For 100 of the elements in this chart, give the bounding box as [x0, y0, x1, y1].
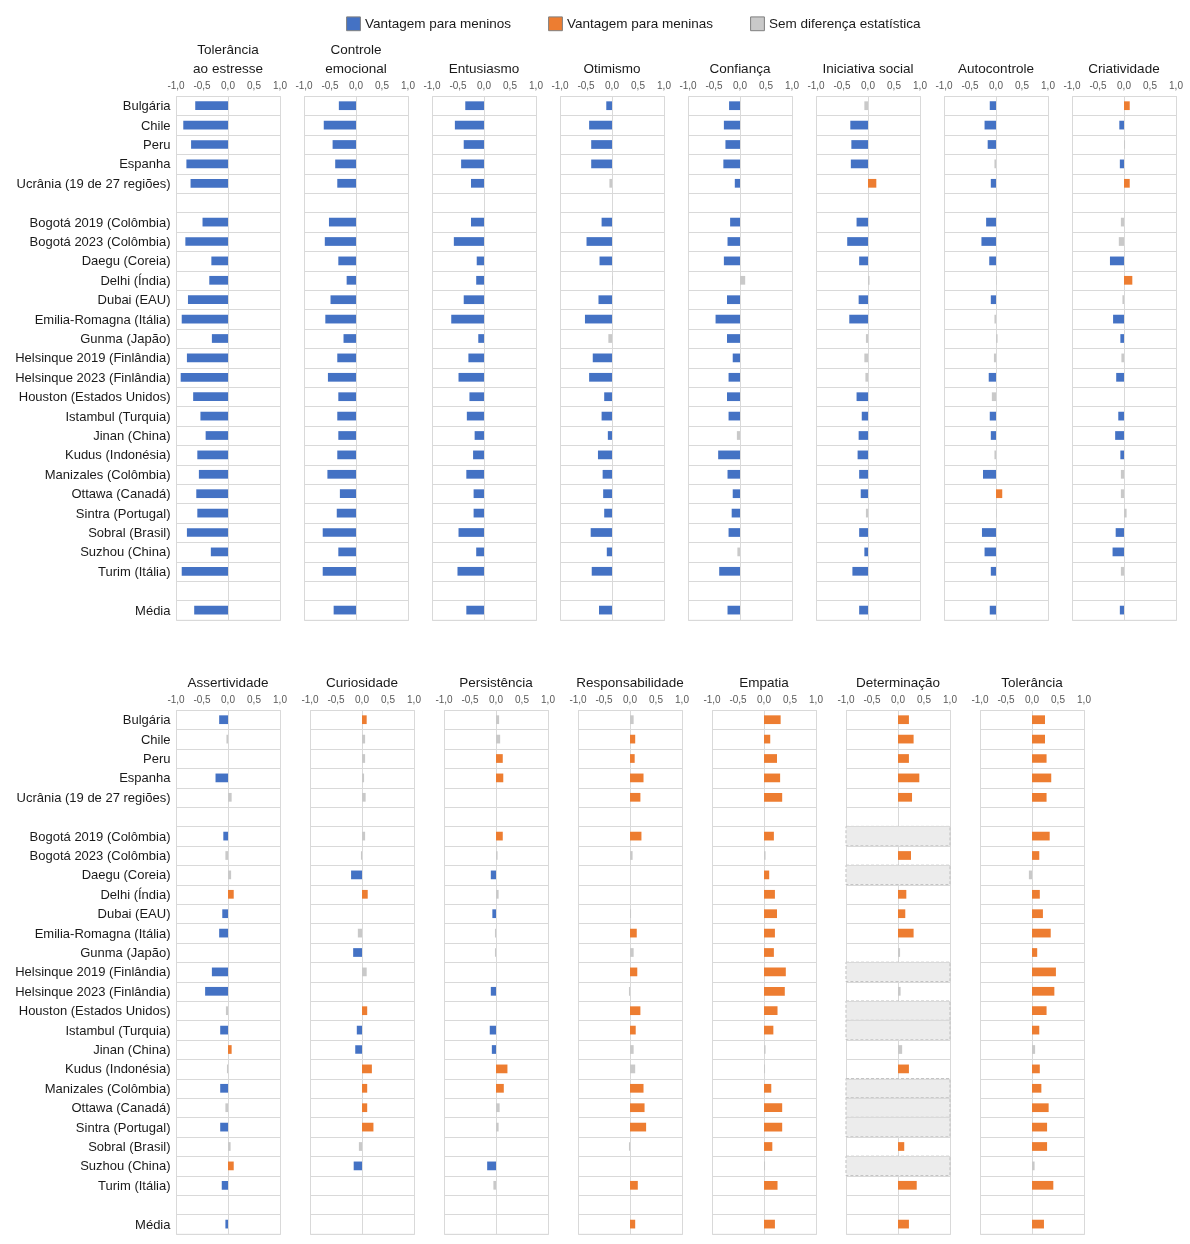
- bar: [630, 928, 637, 938]
- bar: [990, 178, 996, 188]
- bar: [983, 469, 996, 479]
- x-tick-label: 0,5: [247, 694, 262, 705]
- y-tick-label: Daegu (Coreia): [81, 867, 171, 883]
- x-tick-label: -1,0: [301, 694, 320, 705]
- y-tick-label: Média: [135, 1216, 172, 1232]
- x-tick-label: 0,5: [649, 694, 664, 705]
- bar: [496, 1103, 500, 1113]
- bar: [764, 715, 781, 725]
- bar: [1032, 734, 1045, 744]
- x-tick-label: 0,5: [759, 80, 774, 91]
- bar: [358, 1142, 362, 1151]
- y-tick-label: Peru: [143, 137, 171, 152]
- y-tick-label: Emilia-Romagna (Itália): [34, 925, 171, 941]
- x-tick-label: -1,0: [569, 694, 588, 705]
- x-tick-label: 0,0: [349, 80, 364, 91]
- bar: [898, 715, 909, 725]
- chart-title: Iniciativa social: [822, 60, 914, 76]
- bar: [981, 237, 996, 246]
- x-tick-label: -1,0: [935, 80, 954, 91]
- bar: [1032, 1122, 1048, 1132]
- bar: [353, 948, 362, 957]
- y-tick-label: Helsinque 2023 (Finlândia): [15, 983, 171, 999]
- bar: [858, 295, 868, 305]
- bar: [764, 986, 785, 996]
- bar: [898, 1045, 903, 1054]
- bar: [864, 101, 868, 111]
- bar: [764, 1083, 772, 1093]
- y-tick-label: Sintra (Portugal): [75, 1119, 171, 1135]
- y-tick-label: Chile: [140, 117, 171, 133]
- bar: [1109, 256, 1124, 266]
- x-tick-label: 0,5: [1143, 80, 1158, 91]
- y-tick-label: Média: [135, 602, 172, 618]
- bar: [990, 295, 996, 305]
- y-tick-label: Bogotá 2023 (Colômbia): [29, 234, 171, 249]
- bar: [898, 754, 909, 763]
- x-tick-label: -1,0: [295, 80, 314, 91]
- y-tick-label: Ucrânia (19 de 27 regiões): [16, 175, 171, 191]
- bar: [1120, 489, 1124, 499]
- bar: [859, 469, 868, 479]
- y-tick-label: Delhi (Índia): [100, 272, 171, 288]
- bar: [1032, 851, 1040, 860]
- x-tick-label: 1,0: [1041, 80, 1056, 91]
- bar: [852, 566, 868, 576]
- bar: [898, 773, 920, 783]
- bar: [1032, 1083, 1042, 1093]
- bar: [1118, 237, 1124, 246]
- x-tick-label: 0,0: [1117, 80, 1132, 91]
- x-tick-label: 0,0: [221, 80, 236, 91]
- x-tick-label: 1,0: [529, 80, 544, 91]
- y-tick-label: Turim (Itália): [98, 563, 171, 579]
- y-tick-label: Sobral (Brasil): [88, 525, 171, 540]
- bar: [1032, 1103, 1049, 1113]
- bar: [847, 237, 868, 246]
- y-tick-label: Sobral (Brasil): [88, 1139, 171, 1154]
- bar: [859, 605, 868, 615]
- bar: [362, 1006, 368, 1016]
- bar: [630, 1083, 644, 1093]
- x-tick-label: -1,0: [423, 80, 442, 91]
- bar: [850, 159, 868, 169]
- chart-title: Tolerância ao estresse: [193, 41, 263, 76]
- bar: [987, 140, 996, 149]
- x-tick-label: -1,0: [679, 80, 698, 91]
- bar: [858, 431, 868, 440]
- y-tick-label: Daegu (Coreia): [81, 253, 171, 269]
- x-tick-label: -1,0: [971, 694, 990, 705]
- bar: [362, 1083, 368, 1093]
- bar: [764, 1006, 778, 1016]
- y-tick-label: Gunma (Japão): [80, 331, 171, 346]
- bar: [1032, 967, 1056, 977]
- bar: [1032, 715, 1045, 725]
- y-tick-label: Gunma (Japão): [80, 945, 171, 960]
- bar: [1032, 1064, 1040, 1074]
- bar: [362, 754, 366, 763]
- x-tick-label: 1,0: [913, 80, 928, 91]
- y-tick-label: Jinan (China): [93, 1042, 171, 1057]
- x-tick-label: 0,0: [355, 694, 370, 705]
- y-tick-label: Houston (Estados Unidos): [18, 389, 171, 405]
- y-tick-label: Bogotá 2023 (Colômbia): [29, 848, 171, 863]
- x-tick-label: 0,0: [605, 80, 620, 91]
- bar: [1120, 566, 1124, 576]
- bar: [496, 889, 499, 899]
- y-tick-label: Helsinque 2019 (Finlândia): [15, 350, 171, 366]
- x-tick-label: 0,0: [757, 694, 772, 705]
- x-tick-label: 1,0: [675, 694, 690, 705]
- y-tick-label: Peru: [143, 751, 171, 766]
- x-tick-label: -1,0: [807, 80, 826, 91]
- bar: [362, 967, 367, 977]
- chart-title: Criatividade: [1088, 60, 1160, 76]
- x-tick-label: 0,5: [783, 694, 798, 705]
- bar: [989, 101, 996, 111]
- bar: [1121, 353, 1124, 363]
- bar: [898, 734, 914, 744]
- y-tick-label: Houston (Estados Unidos): [18, 1003, 171, 1019]
- bar: [1032, 928, 1051, 938]
- bar: [362, 715, 367, 725]
- bar: [764, 792, 783, 802]
- bar: [859, 528, 868, 537]
- bar: [864, 353, 868, 363]
